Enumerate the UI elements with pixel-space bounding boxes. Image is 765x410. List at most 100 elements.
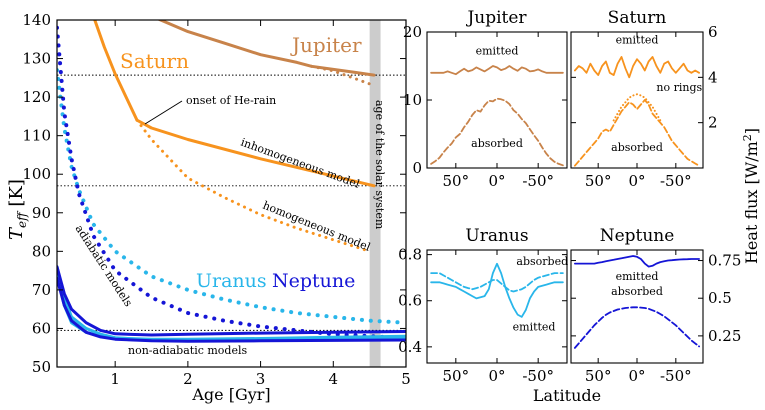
label-absorbed: absorbed <box>611 141 663 154</box>
y-label-symbol: T <box>6 226 27 240</box>
x-tick-label: 50° <box>585 172 612 190</box>
label-jupiter: Jupiter <box>290 33 362 57</box>
x-tick-label: 3 <box>256 370 266 388</box>
series-emitted <box>430 262 564 318</box>
series-jupiter-solid <box>156 20 376 77</box>
annotation-adiabatic: adiabatic models <box>72 223 135 310</box>
annotation-solar-age: age of the solar system <box>373 100 386 230</box>
label-emitted: emitted <box>476 44 519 57</box>
label-emitted: emitted <box>616 33 659 46</box>
y-tick-label: 0.5 <box>708 289 732 307</box>
series-neptune-solid <box>57 265 406 337</box>
x-tick-label: 4 <box>329 370 339 388</box>
series-emitted <box>430 65 564 76</box>
heat-flux-label-end: ] <box>742 128 761 134</box>
y-tick-label: 0.8 <box>398 246 422 264</box>
he-rain-pointer <box>144 100 183 125</box>
y-tick-label: 6 <box>708 23 718 41</box>
x-tick-label: -50° <box>660 367 692 385</box>
x-tick-label: 50° <box>443 367 470 385</box>
y-tick-label: 0.4 <box>398 338 422 356</box>
y-tick-label: 120 <box>22 88 51 106</box>
latitude-axis-label: Latitude <box>533 386 601 405</box>
panel-saturn: Saturn 50° 0° -50° 2 4 6 emitted absorbed no ring… <box>570 8 718 190</box>
y-tick-label: 50 <box>32 358 51 376</box>
heat-flux-label-sup: 2 <box>741 134 754 141</box>
solar-age-band <box>369 20 381 367</box>
y-tick-label: 90 <box>32 204 51 222</box>
series-uranus-dotted <box>57 68 406 325</box>
y-tick-label: 100 <box>22 165 51 183</box>
series-absorbed <box>430 272 564 293</box>
label-absorbed: absorbed <box>611 285 663 298</box>
reference-lines <box>57 74 406 331</box>
y-tick-label: 2 <box>708 114 718 132</box>
y-tick-label: 0.75 <box>708 252 741 270</box>
series-no-rings <box>612 93 662 122</box>
panel-series <box>574 56 700 167</box>
y-tick-label: 110 <box>22 127 51 145</box>
y-tick-label: 0.25 <box>708 327 741 345</box>
panel-neptune: Neptune 50° 0° -50° 0.25 0.5 0.75 emitted absorb… <box>570 226 741 385</box>
label-no-rings: no rings <box>656 81 702 94</box>
x-tick-label: -50° <box>522 172 554 190</box>
y-label-subscript: eff <box>15 210 29 228</box>
main-ticks: 1 2 3 4 5 50 60 70 80 90 100 110 120 130 140 <box>22 11 410 388</box>
panel-title: Saturn <box>608 8 667 28</box>
series-absorbed <box>574 306 700 349</box>
panel-series <box>430 65 564 167</box>
x-tick-label: 2 <box>183 370 193 388</box>
heat-flux-label-text: Heat flux [W/m <box>742 141 761 264</box>
y-tick-label: 70 <box>32 281 51 299</box>
panel-title: Jupiter <box>465 8 527 28</box>
label-saturn: Saturn <box>120 49 189 73</box>
y-tick-label: 0.6 <box>398 292 422 310</box>
main-x-axis-label: Age [Gyr] <box>191 385 270 404</box>
series-neptune-solid <box>57 276 406 343</box>
y-tick-label: 10 <box>403 91 422 109</box>
panel-jupiter: Jupiter 50° 0° -50° 0 10 20 emitted absorbed <box>403 8 568 190</box>
label-absorbed: absorbed <box>516 255 568 268</box>
panel-title: Neptune <box>600 226 675 246</box>
label-emitted: emitted <box>513 321 556 334</box>
y-tick-label: 60 <box>32 319 51 337</box>
panel-uranus: Uranus 50° 0° -50° 0.4 0.6 0.8 absorbed emitted <box>398 226 568 385</box>
x-tick-label: 0° <box>488 367 505 385</box>
x-tick-label: 50° <box>443 172 470 190</box>
y-tick-label: 140 <box>22 11 51 29</box>
y-tick-label: 130 <box>22 50 51 68</box>
label-absorbed: absorbed <box>471 137 523 150</box>
annotation-inhomogeneous: inhomogeneous model <box>239 136 362 191</box>
y-tick-label: 80 <box>32 242 51 260</box>
x-tick-label: 1 <box>110 370 120 388</box>
x-tick-label: 0° <box>628 172 645 190</box>
series-emitted <box>574 56 700 79</box>
series-jupiter-dotted <box>310 64 376 87</box>
label-uranus: Uranus <box>196 270 267 292</box>
label-emitted: emitted <box>616 270 659 283</box>
x-tick-label: 50° <box>585 367 612 385</box>
x-tick-label: -50° <box>660 172 692 190</box>
panel-title: Uranus <box>465 226 528 246</box>
x-tick-label: 5 <box>401 370 411 388</box>
x-tick-label: -50° <box>522 367 554 385</box>
series-emitted <box>574 255 700 268</box>
y-label-unit: [K] <box>6 179 27 212</box>
label-neptune: Neptune <box>272 270 355 292</box>
annotation-non-adiabatic: non-adiabatic models <box>128 344 248 357</box>
main-series-group <box>57 20 406 343</box>
series-saturn-solid <box>93 20 376 188</box>
annotation-he-rain: onset of He-rain <box>186 94 276 107</box>
main-plot: 1 2 3 4 5 50 60 70 80 90 100 110 120 130 140 Jupiter S… <box>6 11 411 404</box>
heat-flux-axis-label: Heat flux [W/m2] <box>741 128 761 264</box>
main-y-axis-label: Teff [K] <box>6 179 29 240</box>
y-tick-label: 4 <box>708 68 718 86</box>
series-saturn-dotted <box>135 118 372 253</box>
x-tick-label: 0° <box>488 172 505 190</box>
main-frame <box>56 19 407 368</box>
annotation-homogeneous: homogeneous model <box>261 199 373 254</box>
panel-series <box>574 255 700 349</box>
series-absorbed <box>574 99 700 167</box>
